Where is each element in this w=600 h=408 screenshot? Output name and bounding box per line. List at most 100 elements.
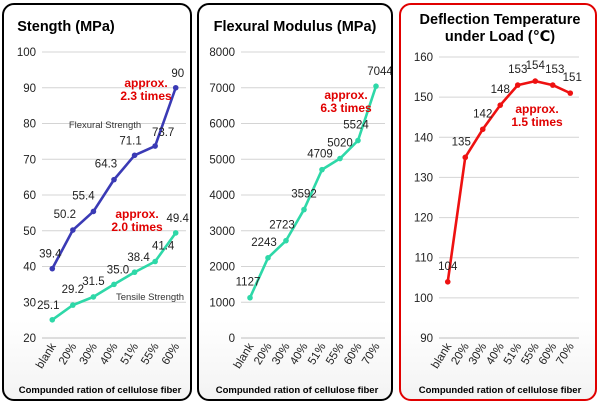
x-tick-label: 40%	[484, 341, 506, 367]
x-tick-label: 40%	[98, 341, 120, 367]
y-tick-label: 30	[23, 297, 36, 309]
data-point	[90, 208, 97, 215]
y-tick-label: 7000	[209, 83, 235, 95]
y-tick-label: 20	[23, 333, 36, 345]
y-tick-label: 150	[414, 92, 433, 104]
data-label: 135	[452, 136, 471, 148]
data-label: 29.2	[62, 284, 84, 296]
data-point	[355, 137, 361, 144]
data-point	[373, 83, 379, 89]
x-tick-label: 55%	[324, 341, 346, 367]
data-label: 2723	[269, 220, 295, 232]
data-label: 5020	[327, 138, 353, 150]
data-point	[49, 265, 56, 272]
ratio-annotation: 2.0 times	[111, 220, 163, 234]
x-tick-label: 30%	[270, 341, 292, 367]
x-tick-label: 51%	[119, 341, 141, 367]
data-point	[131, 152, 138, 159]
y-tick-label: 60	[23, 190, 36, 202]
series-line	[248, 85, 378, 299]
ratio-annotation: 1.5 times	[511, 115, 563, 129]
y-tick-label: 5000	[209, 154, 235, 166]
data-label: 25.1	[37, 300, 59, 312]
ratio-annotation: approx.	[115, 207, 158, 221]
x-tick-label: 51%	[306, 341, 328, 367]
y-tick-label: 0	[229, 333, 235, 345]
data-label: 153	[508, 64, 527, 76]
y-tick-label: 70	[23, 154, 36, 166]
data-point	[337, 155, 343, 162]
data-label: 104	[438, 261, 458, 273]
y-tick-label: 110	[415, 253, 433, 265]
x-tick-label: 20%	[449, 341, 471, 367]
data-point	[549, 82, 556, 88]
data-label: 4709	[307, 149, 333, 161]
y-tick-label: 160	[414, 52, 433, 64]
data-label: 5524	[343, 120, 369, 132]
y-tick-label: 100	[414, 293, 433, 305]
series-line	[446, 79, 571, 282]
data-point	[172, 230, 179, 236]
data-label: 154	[526, 60, 546, 72]
data-point	[49, 316, 56, 323]
data-point	[152, 143, 158, 149]
x-axis-label: Compunded ration of cellulose fiber	[216, 385, 379, 396]
deflection-temperature-chart-panel: Deflection Temperature under Load (℃) 90 10…	[399, 3, 597, 401]
ratio-annotation: approx.	[324, 88, 367, 102]
strength-chart-panel: Stength (MPa) 20 30 40 50 60 70 80 90 100 blank 20%…	[2, 3, 192, 401]
data-label: 142	[473, 108, 492, 120]
data-point	[301, 206, 307, 213]
x-tick-label: blank	[34, 341, 59, 371]
data-label: 64.3	[95, 159, 117, 171]
data-point	[319, 166, 325, 173]
x-tick-label: 51%	[502, 341, 524, 367]
data-label: 41.4	[152, 240, 175, 252]
data-point	[111, 176, 117, 183]
series-name-label: Tensile Strength	[116, 292, 184, 303]
x-tick-label: 20%	[57, 341, 79, 367]
data-label: 2243	[251, 237, 277, 249]
ratio-annotation: approx.	[124, 76, 167, 90]
data-label: 50.2	[54, 209, 76, 221]
y-tick-label: 6000	[209, 119, 235, 131]
y-tick-label: 140	[414, 132, 433, 144]
data-point	[152, 258, 158, 265]
x-axis-label: Compunded ration of cellulose fiber	[19, 385, 182, 396]
data-point	[265, 255, 271, 261]
x-tick-label: 20%	[252, 341, 274, 367]
y-tick-label: 50	[23, 226, 36, 238]
data-label: 3592	[291, 189, 317, 201]
x-tick-label: blank	[430, 341, 455, 371]
y-tick-label: 2000	[209, 262, 235, 274]
chart-title: under Load (℃)	[445, 29, 555, 45]
data-label: 35.0	[107, 264, 129, 276]
chart-title: Stength (MPa)	[17, 19, 115, 35]
data-point	[70, 302, 76, 308]
data-point	[70, 227, 76, 233]
chart-title: Flexural Modulus (MPa)	[214, 19, 377, 35]
y-tick-label: 90	[23, 83, 36, 95]
x-tick-label: 60%	[537, 341, 559, 367]
ratio-annotation: 2.3 times	[120, 89, 172, 103]
data-point	[283, 237, 289, 244]
y-tick-label: 8000	[209, 47, 235, 59]
data-point	[514, 82, 521, 88]
data-label: 1127	[236, 277, 261, 289]
data-label: 55.4	[72, 190, 95, 202]
data-label: 151	[563, 72, 582, 84]
x-axis-label: Compunded ration of cellulose fiber	[419, 385, 582, 396]
y-tick-label: 80	[23, 119, 36, 131]
y-tick-label: 4000	[209, 190, 235, 202]
y-tick-label: 120	[414, 213, 433, 225]
data-point	[479, 126, 486, 133]
data-label: 39.4	[39, 249, 62, 261]
x-tick-label: blank	[232, 341, 257, 371]
data-label: 90	[171, 68, 184, 80]
data-point	[131, 269, 138, 276]
series-name-label: Flexural Strength	[69, 120, 141, 131]
data-point	[567, 90, 574, 96]
x-tick-label: 55%	[519, 341, 541, 367]
y-tick-label: 1000	[209, 297, 235, 309]
data-label: 49.4	[167, 213, 190, 225]
